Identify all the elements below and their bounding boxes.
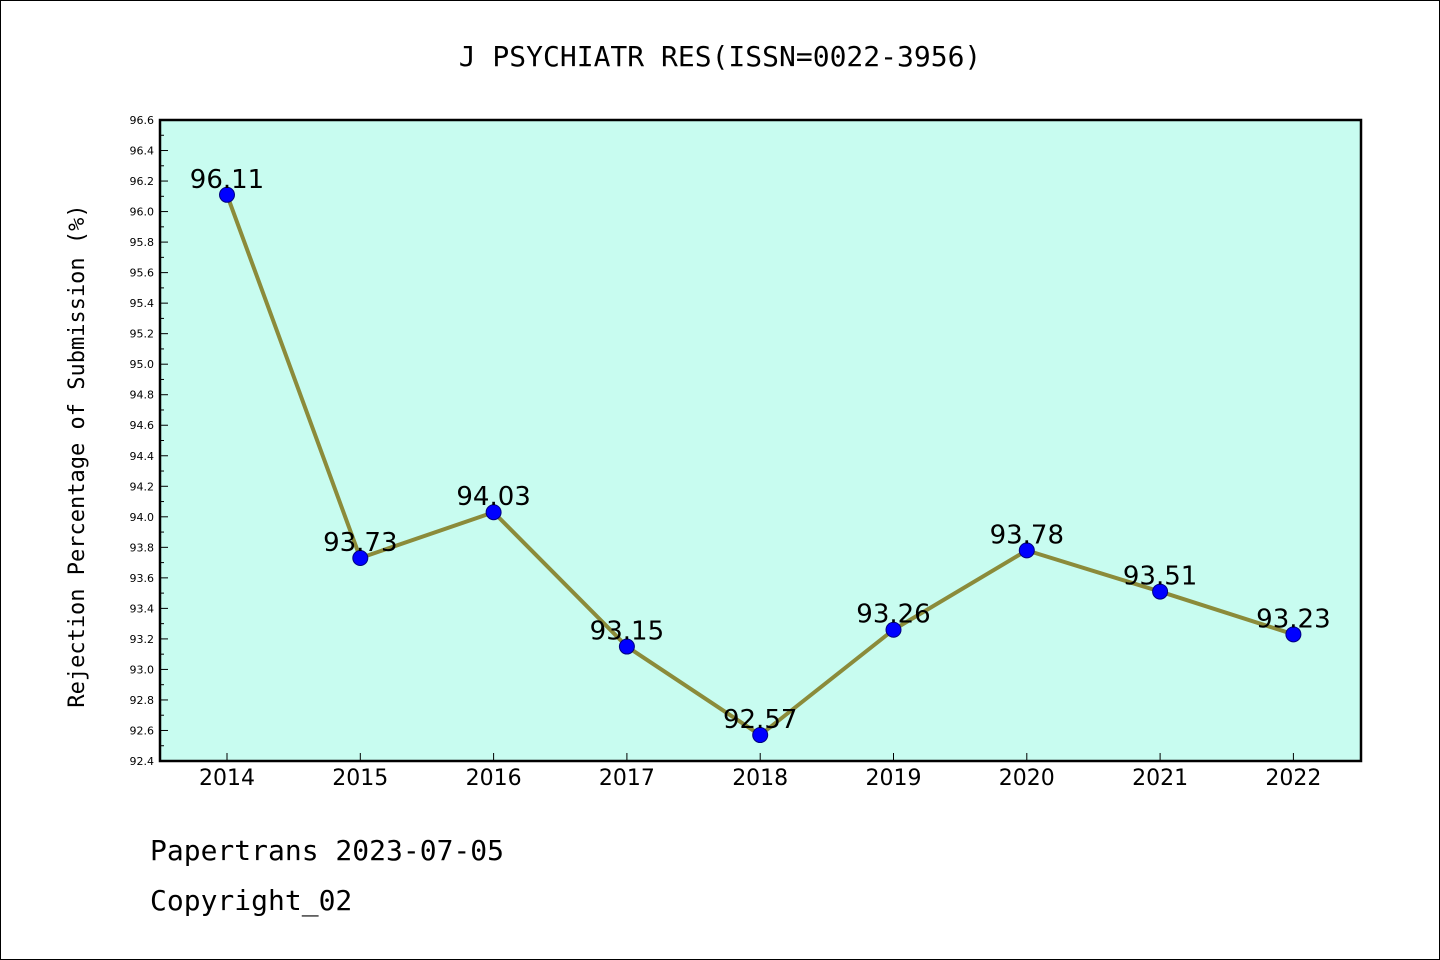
y-tick-label: 94.0	[130, 511, 155, 524]
data-point	[219, 186, 235, 203]
data-label: 94.03	[456, 482, 530, 512]
data-label: 92.57	[723, 705, 797, 735]
data-point	[1285, 626, 1302, 643]
data-point	[485, 504, 502, 521]
data-label: 93.73	[323, 528, 397, 558]
x-tick-label: 2015	[332, 766, 388, 791]
y-tick-label: 93.8	[130, 541, 155, 554]
data-point	[618, 638, 635, 655]
y-tick-label: 92.6	[130, 724, 155, 737]
y-tick-label: 95.2	[130, 328, 155, 341]
data-point	[1018, 542, 1035, 559]
y-tick-label: 94.4	[130, 450, 155, 463]
x-tick-label: 2017	[599, 766, 655, 791]
data-labels-group: 96.11 93.73 94.03 93.15 92.57 93.26 93.78 93.51…	[190, 165, 1331, 735]
data-label: 93.51	[1123, 562, 1197, 592]
data-point	[1152, 583, 1169, 600]
y-tick-label: 92.4	[130, 755, 155, 768]
y-tick-label: 93.6	[130, 572, 155, 585]
y-tick-label: 94.8	[130, 389, 155, 402]
x-tick-label: 2022	[1265, 766, 1321, 791]
data-label: 93.78	[990, 520, 1064, 550]
footer-source: Papertrans 2023-07-05	[150, 834, 505, 867]
y-tick-label: 96.4	[130, 145, 155, 158]
y-tick-label: 96.6	[130, 114, 155, 127]
y-tick-label: 94.6	[130, 419, 155, 432]
data-label: 93.15	[590, 617, 664, 647]
chart-title: J PSYCHIATR RES(ISSN=0022-3956)	[459, 40, 982, 73]
y-tick-label: 96.0	[130, 206, 155, 219]
data-point	[885, 621, 902, 638]
y-tick-label: 95.4	[130, 297, 155, 310]
x-tick-label: 2014	[199, 766, 255, 791]
y-tick-label: 96.2	[130, 175, 155, 188]
y-tick-label: 92.8	[130, 694, 155, 707]
plot-area	[158, 118, 1363, 763]
x-tick-label: 2021	[1132, 766, 1188, 791]
y-tick-label: 95.0	[130, 358, 155, 371]
y-tick-label: 95.8	[130, 236, 155, 249]
data-label: 93.23	[1256, 604, 1330, 634]
x-tick-label: 2019	[866, 766, 922, 791]
data-label: 96.11	[190, 165, 264, 195]
y-axis-label: Rejection Percentage of Submission (%)	[65, 204, 90, 707]
x-tick-label: 2020	[999, 766, 1055, 791]
y-axis-ticks: 92.4 92.6 92.8 93.0 93.2 93.4 93.6 93.8 94.0 94.2…	[130, 114, 168, 768]
footer-copyright: Copyright_02	[150, 884, 353, 917]
y-tick-label: 94.2	[130, 480, 155, 493]
series-line-group	[219, 186, 1302, 744]
x-tick-label: 2018	[732, 766, 788, 791]
y-tick-label: 93.0	[130, 663, 155, 676]
x-tick-label: 2016	[466, 766, 522, 791]
data-point	[752, 727, 769, 744]
y-tick-label: 93.2	[130, 633, 155, 646]
x-axis-ticks: 2014 2015 2016 2017 2018 2019 2020 2021 2022	[199, 753, 1321, 791]
y-tick-label: 93.4	[130, 602, 155, 615]
data-label: 93.26	[856, 600, 930, 630]
y-tick-label: 95.6	[130, 267, 155, 280]
data-point	[352, 550, 369, 567]
